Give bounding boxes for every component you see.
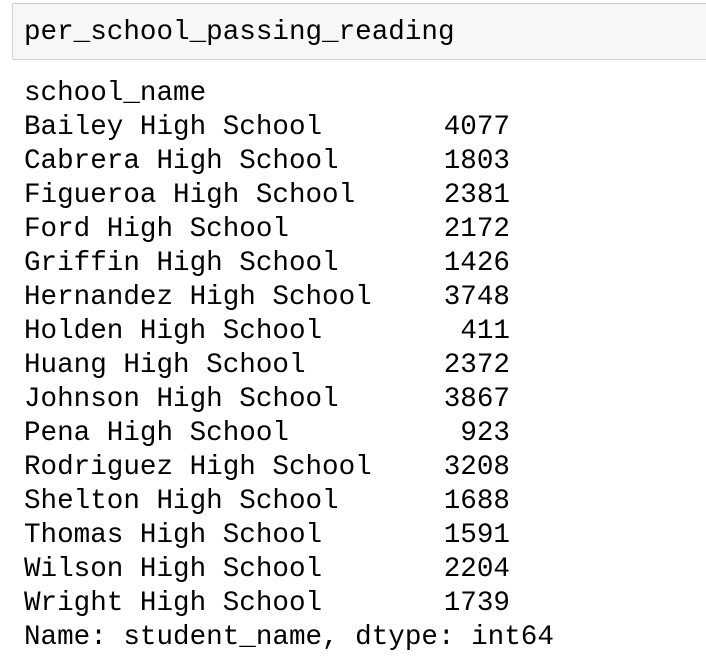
school-name: Pena High School: [24, 418, 289, 449]
row-value: 2381: [443, 180, 510, 211]
row-value: 2204: [443, 554, 510, 585]
output-row: Wilson High School 2204: [24, 553, 510, 587]
output-row: Shelton High School 1688: [24, 485, 510, 519]
output-row: Rodriguez High School 3208: [24, 451, 510, 485]
row-value: 1739: [443, 588, 510, 619]
row-value: 3867: [443, 384, 510, 415]
output-row: Holden High School 411: [24, 315, 510, 349]
output-footer: Name: student_name, dtype: int64: [24, 622, 554, 653]
row-value: 3208: [443, 452, 510, 483]
school-name: Thomas High School: [24, 520, 323, 551]
row-value: 2372: [443, 350, 510, 381]
row-value: 2172: [443, 214, 510, 245]
school-name: Bailey High School: [24, 112, 323, 143]
school-name: Hernandez High School: [24, 282, 372, 313]
school-name: Johnson High School: [24, 384, 339, 415]
output-row: Pena High School 923: [24, 417, 510, 451]
school-name: Holden High School: [24, 316, 323, 347]
output-row: Thomas High School 1591: [24, 519, 510, 553]
output-row: Johnson High School 3867: [24, 383, 510, 417]
school-name: Huang High School: [24, 350, 306, 381]
input-area[interactable]: [12, 3, 706, 60]
output-row: Griffin High School 1426: [24, 247, 510, 281]
school-name: Ford High School: [24, 214, 289, 245]
school-name: Griffin High School: [24, 248, 339, 279]
output-row: Hernandez High School 3748: [24, 281, 510, 315]
row-value: 3748: [443, 282, 510, 313]
school-name: Wright High School: [24, 588, 323, 619]
row-value: 1688: [443, 486, 510, 517]
school-name: Figueroa High School: [24, 180, 356, 211]
output-row: Figueroa High School 2381: [24, 179, 510, 213]
output-row: Wright High School 1739: [24, 587, 510, 621]
school-name: Shelton High School: [24, 486, 339, 517]
output-row: Ford High School 2172: [24, 213, 510, 247]
row-value: 1426: [443, 248, 510, 279]
output-row: Cabrera High School 1803: [24, 145, 510, 179]
school-name: Wilson High School: [24, 554, 323, 585]
output-row: Bailey High School 4077: [24, 111, 510, 145]
index-name: school_name: [24, 78, 207, 109]
output-row: Huang High School 2372: [24, 349, 510, 383]
school-name: Rodriguez High School: [24, 452, 372, 483]
row-value: 1591: [443, 520, 510, 551]
row-value: 411: [460, 316, 510, 347]
input-code: per_school_passing_reading: [24, 17, 455, 48]
row-value: 923: [460, 418, 510, 449]
school-name: Cabrera High School: [24, 146, 339, 177]
row-value: 1803: [443, 146, 510, 177]
row-value: 4077: [443, 112, 510, 143]
